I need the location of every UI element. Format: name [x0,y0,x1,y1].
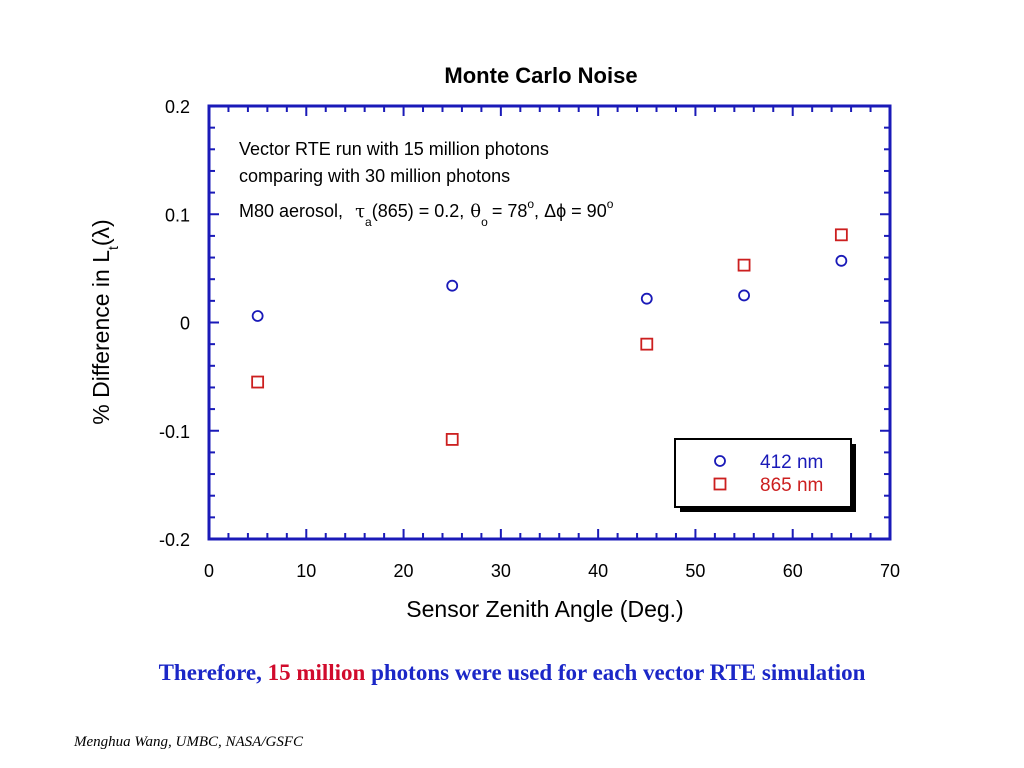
x-tick-label: 40 [588,561,608,581]
x-tick-label: 50 [685,561,705,581]
annotation-line-2: comparing with 30 million photons [239,166,510,186]
caption-part-1: Therefore, [158,660,268,685]
annotation-line-1: Vector RTE run with 15 million photons [239,139,549,159]
legend: 412 nm 865 nm [674,438,856,512]
x-tick-label: 60 [783,561,803,581]
conclusion-caption: Therefore, 15 million photons were used … [0,660,1024,686]
point-412-nm [835,254,848,267]
chart-title: Monte Carlo Noise [444,63,637,88]
y-tick-label: 0 [180,314,190,334]
chart: Monte Carlo Noise % Difference in Lt(λ) … [88,63,900,622]
annotation-tau-sub: a [365,215,372,229]
x-tick-label: 30 [491,561,511,581]
annotation-theta-sub: o [481,215,488,229]
legend-label-412: 412 nm [760,452,823,473]
point-865-nm [251,375,265,389]
point-412-nm [251,310,264,322]
data-points [251,228,848,446]
annotation-theta-expr: = 78 [492,201,528,221]
x-tick-label: 70 [880,561,900,581]
y-axis-label-suffix: (λ) [88,219,114,246]
legend-box [674,438,852,508]
caption-part-3: photons were used for each vector RTE si… [365,660,866,685]
y-tick-label: -0.1 [159,422,190,442]
y-tick-label: -0.2 [159,530,190,550]
y-axis-label-subscript: t [105,246,121,250]
annotation-tau: τ [355,201,365,222]
caption-highlight: 15 million [267,660,366,685]
author-footer: Menghua Wang, UMBC, NASA/GSFC [74,734,304,750]
point-865-nm [834,228,848,242]
annotation-theta: θ [470,201,481,222]
annotation-phi-sup: o [607,197,614,211]
annotation-delta-phi: Δϕ = 90 [544,201,607,221]
chart-annotation: Vector RTE run with 15 million photons c… [239,139,614,229]
legend-marker-865 [713,477,727,491]
x-tick-label: 20 [394,561,414,581]
point-865-nm [737,258,751,272]
y-axis-label-main: % Difference in L [88,250,114,425]
x-tick-label: 10 [296,561,316,581]
point-412-nm [446,279,459,292]
legend-label-865: 865 nm [760,475,823,496]
x-tick-labels: 0 10 20 30 40 50 60 70 [204,561,900,581]
x-axis-label: Sensor Zenith Angle (Deg.) [406,596,683,622]
y-axis-label: % Difference in Lt(λ) [88,219,121,424]
point-412-nm [738,289,750,302]
y-tick-label: 0.1 [165,205,190,225]
x-tick-label: 0 [204,561,214,581]
point-865-nm [445,433,459,446]
y-tick-labels: -0.2 -0.1 0 0.1 0.2 [159,97,190,550]
point-412-nm [640,292,653,305]
legend-marker-412 [714,455,726,467]
plot-axes [207,104,892,541]
annotation-line-3: M80 aerosol, τa(865) = 0.2, θo= 78o, Δϕ = 9… [239,197,614,229]
annotation-theta-sup: o [527,197,534,211]
point-865-nm [640,337,654,351]
annotation-comma: , [534,201,539,221]
svg-text:% Difference in Lt(λ): % Difference in Lt(λ) [88,219,121,424]
y-tick-label: 0.2 [165,97,190,117]
annotation-prefix: M80 aerosol, [239,201,343,221]
annotation-tau-expr: (865) = 0.2, [372,201,465,221]
